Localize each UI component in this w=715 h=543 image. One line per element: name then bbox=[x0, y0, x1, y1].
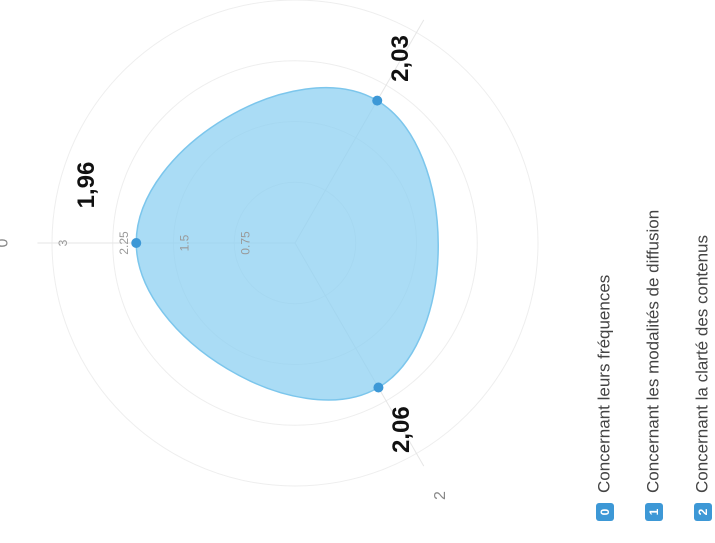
radar-point bbox=[373, 382, 384, 393]
r-tick-label: 0.75 bbox=[238, 231, 252, 255]
value-label: 2,03 bbox=[387, 35, 414, 82]
radar-point bbox=[372, 95, 383, 106]
r-tick-label: 1.5 bbox=[178, 234, 192, 251]
rotated-chart: 0 1 2 1,96 2,03 2,06 0.75 1.5 2.25 3 0 Concernant l… bbox=[0, 0, 712, 521]
legend-label: Concernant leurs fréquences bbox=[594, 275, 613, 493]
radar-point bbox=[131, 238, 142, 248]
legend-marker-label: 2 bbox=[696, 508, 710, 515]
legend-marker-label: 1 bbox=[647, 508, 661, 515]
legend-marker bbox=[596, 503, 614, 521]
value-label: 1,96 bbox=[73, 162, 100, 209]
legend-marker-label: 0 bbox=[598, 508, 612, 515]
radar-area bbox=[135, 86, 439, 401]
legend-marker bbox=[645, 503, 663, 521]
axis-label: 0 bbox=[0, 238, 12, 247]
legend-label: Concernant les modalités de diffusion bbox=[643, 210, 662, 493]
axis-label: 2 bbox=[432, 491, 449, 500]
legend-label: Concernant la clarté des contenus bbox=[692, 235, 711, 493]
r-tick-label: 2.25 bbox=[117, 231, 131, 255]
r-tick-label: 3 bbox=[56, 239, 70, 246]
value-label: 2,06 bbox=[388, 406, 415, 453]
legend-marker bbox=[694, 503, 712, 521]
